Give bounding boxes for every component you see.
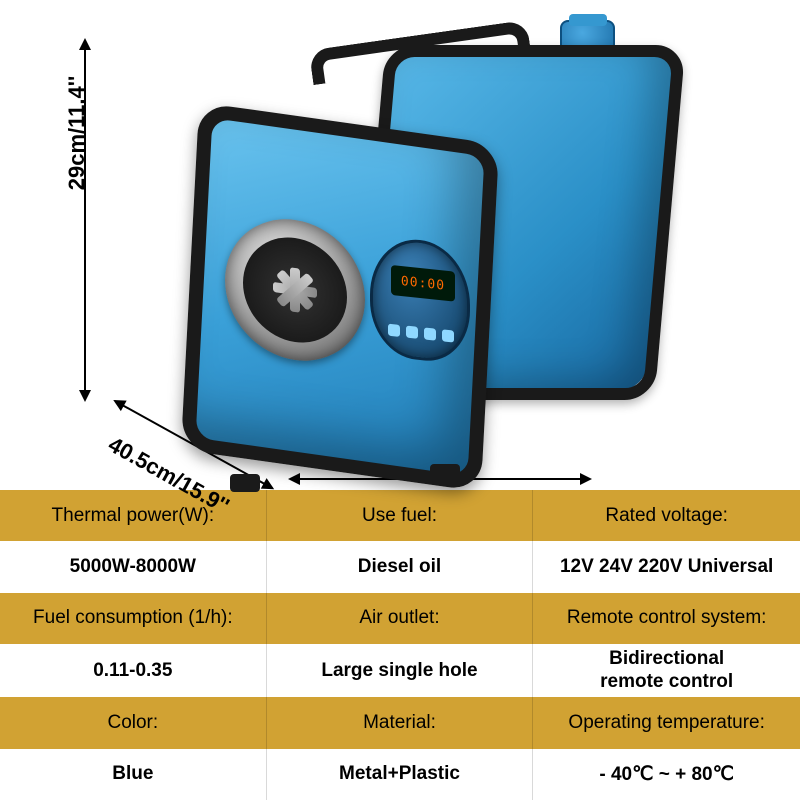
spec-label: Remote control system: — [533, 593, 800, 644]
spec-label: Rated voltage: — [533, 490, 800, 541]
spec-value: 12V 24V 220V Universal — [533, 541, 800, 592]
spec-table: Thermal power(W): Use fuel: Rated voltag… — [0, 490, 800, 800]
lcd-display: 00:00 — [391, 265, 455, 302]
spec-value: Metal+Plastic — [267, 749, 534, 800]
spec-value: 0.11-0.35 — [0, 644, 267, 698]
panel-buttons — [388, 324, 454, 343]
spec-label: Fuel consumption (1/h): — [0, 593, 267, 644]
spec-value: Bidirectional remote control — [533, 644, 800, 698]
dimension-height-label: 29cm/11.4'' — [64, 76, 90, 190]
product-illustration: 00:00 — [150, 40, 670, 460]
spec-value: Large single hole — [267, 644, 534, 698]
spec-label: Color: — [0, 697, 267, 748]
spec-label: Air outlet: — [267, 593, 534, 644]
spec-value: - 40℃ ~ + 80℃ — [533, 749, 800, 800]
spec-label: Operating temperature: — [533, 697, 800, 748]
foot — [230, 474, 260, 492]
spec-value: 5000W-8000W — [0, 541, 267, 592]
spec-label: Use fuel: — [267, 490, 534, 541]
spec-value: Diesel oil — [267, 541, 534, 592]
product-diagram: 29cm/11.4'' 40.5cm/15.9'' 25cm/9.8'' 00:… — [0, 0, 800, 490]
spec-value: Blue — [0, 749, 267, 800]
foot — [430, 464, 460, 482]
spec-label: Material: — [267, 697, 534, 748]
